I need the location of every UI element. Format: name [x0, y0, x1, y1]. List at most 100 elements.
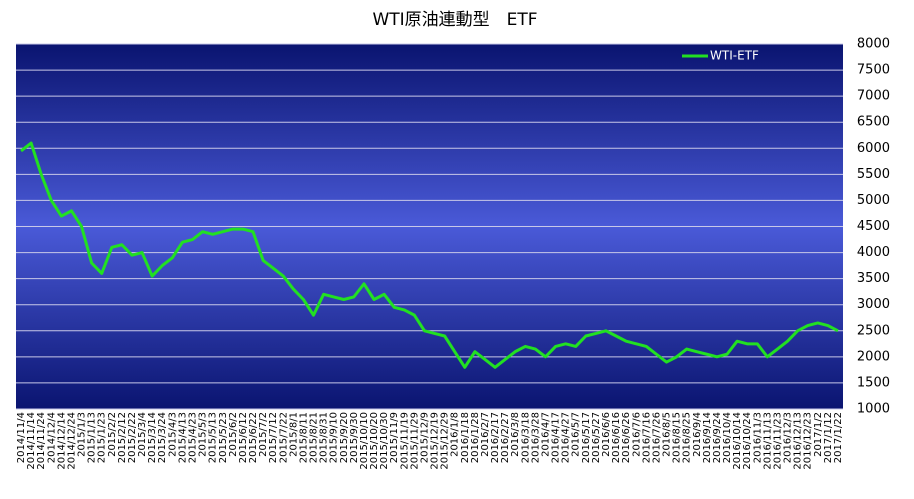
- x-tick-label: 2015/2/12: [117, 412, 128, 463]
- x-tick-label: 2016/12/23: [803, 412, 814, 470]
- x-tick-label: 2015/10/10: [359, 412, 370, 470]
- x-tick-label: 2016/5/17: [581, 412, 592, 463]
- x-tick-label: 2015/10/20: [369, 412, 380, 470]
- y-tick-label: 2500: [857, 323, 890, 338]
- x-tick-label: 2016/6/16: [611, 412, 622, 463]
- x-tick-label: 2015/12/19: [430, 412, 441, 470]
- x-tick-label: 2016/11/3: [752, 412, 763, 463]
- x-tick-label: 2016/10/14: [732, 412, 743, 470]
- x-tick-label: 2015/6/12: [238, 412, 249, 463]
- x-tick-label: 2016/9/4: [692, 412, 703, 457]
- y-tick-label: 5500: [857, 167, 890, 182]
- x-tick-label: 2016/1/28: [470, 412, 481, 463]
- x-tick-label: 2015/5/23: [218, 412, 229, 463]
- x-tick-label: 2016/1/8: [450, 412, 461, 457]
- x-tick-label: 2016/2/27: [500, 412, 511, 463]
- x-tick-label: 2015/4/23: [187, 412, 198, 463]
- x-tick-label: 2016/6/6: [601, 412, 612, 457]
- x-tick-label: 2014/11/24: [36, 412, 47, 470]
- x-tick-label: 2015/3/4: [137, 412, 148, 457]
- x-tick-label: 2015/11/29: [409, 412, 420, 470]
- x-tick-label: 2015/9/10: [329, 412, 340, 463]
- x-tick-label: 2015/12/29: [440, 412, 451, 470]
- x-tick-label: 2015/6/2: [228, 412, 239, 457]
- y-tick-label: 4500: [857, 219, 890, 234]
- x-tick-label: 2015/1/23: [97, 412, 108, 463]
- x-tick-label: 2015/6/22: [248, 412, 259, 463]
- x-tick-label: 2016/2/17: [490, 412, 501, 463]
- x-tick-label: 2016/4/7: [540, 412, 551, 457]
- x-tick-label: 2015/8/31: [319, 412, 330, 463]
- x-tick-label: 2014/12/14: [56, 412, 67, 470]
- y-tick-label: 1500: [857, 375, 890, 390]
- x-tick-label: 2014/12/4: [46, 412, 57, 463]
- x-tick-label: 2015/5/13: [208, 412, 219, 463]
- x-tick-label: 2015/4/13: [177, 412, 188, 463]
- x-tick-label: 2015/2/22: [127, 412, 138, 463]
- x-tick-label: 2016/8/25: [682, 412, 693, 463]
- x-tick-label: 2017/1/12: [823, 412, 834, 463]
- x-tick-label: 2015/8/21: [309, 412, 320, 463]
- x-tick-label: 2016/3/8: [510, 412, 521, 457]
- x-tick-label: 2016/10/4: [722, 412, 733, 463]
- y-tick-label: 8000: [857, 37, 890, 52]
- x-tick-label: 2016/7/6: [631, 412, 642, 457]
- x-tick-label: 2016/4/27: [561, 412, 572, 463]
- x-tick-label: 2016/8/5: [662, 412, 673, 457]
- y-tick-label: 2000: [857, 349, 890, 364]
- x-tick-label: 2015/9/30: [349, 412, 360, 463]
- x-tick-label: 2014/11/4: [16, 412, 27, 463]
- x-tick-label: 2015/4/3: [167, 412, 178, 457]
- y-tick-label: 7000: [857, 89, 890, 104]
- x-tick-label: 2015/3/24: [157, 412, 168, 463]
- x-tick-label: 2016/4/17: [551, 412, 562, 463]
- x-tick-label: 2015/3/14: [147, 412, 158, 463]
- x-tick-label: 2015/7/12: [268, 412, 279, 463]
- y-tick-label: 6000: [857, 141, 890, 156]
- x-tick-label: 2016/1/18: [460, 412, 471, 463]
- x-tick-label: 2015/2/2: [107, 412, 118, 457]
- x-tick-label: 2016/12/13: [793, 412, 804, 470]
- y-tick-label: 6500: [857, 115, 890, 130]
- x-tick-label: 2014/11/14: [26, 412, 37, 470]
- x-tick-label: 2016/6/26: [621, 412, 632, 463]
- y-tick-label: 3500: [857, 271, 890, 286]
- x-tick-label: 2016/12/3: [783, 412, 794, 463]
- x-tick-label: 2016/8/15: [672, 412, 683, 463]
- legend-label: WTI-ETF: [710, 49, 759, 63]
- x-tick-label: 2016/3/18: [520, 412, 531, 463]
- x-tick-label: 2016/7/16: [641, 412, 652, 463]
- x-tick-label: 2015/5/3: [198, 412, 209, 457]
- x-tick-label: 2016/10/24: [742, 412, 753, 470]
- x-tick-label: 2015/1/13: [87, 412, 98, 463]
- x-tick-label: 2015/10/30: [379, 412, 390, 470]
- x-tick-label: 2017/1/2: [813, 412, 824, 457]
- x-tick-label: 2016/11/13: [762, 412, 773, 470]
- x-tick-label: 2016/9/24: [712, 412, 723, 463]
- x-tick-label: 2015/8/1: [288, 412, 299, 457]
- x-tick-label: 2015/9/20: [339, 412, 350, 463]
- x-tick-label: 2015/1/3: [77, 412, 88, 457]
- x-tick-label: 2016/7/26: [651, 412, 662, 463]
- y-tick-label: 5000: [857, 193, 890, 208]
- y-tick-label: 3000: [857, 297, 890, 312]
- x-tick-label: 2016/9/14: [702, 412, 713, 463]
- x-tick-label: 2015/7/22: [278, 412, 289, 463]
- y-tick-label: 7500: [857, 63, 890, 78]
- y-tick-label: 1000: [857, 402, 890, 417]
- x-tick-label: 2016/5/27: [591, 412, 602, 463]
- y-tick-label: 4000: [857, 245, 890, 260]
- x-tick-label: 2015/12/9: [419, 412, 430, 463]
- x-tick-label: 2014/12/24: [66, 412, 77, 470]
- x-tick-label: 2015/11/9: [389, 412, 400, 463]
- x-tick-label: 2016/11/23: [772, 412, 783, 470]
- chart-title: WTI原油連動型 ETF: [372, 10, 537, 30]
- x-tick-label: 2016/3/28: [530, 412, 541, 463]
- x-tick-label: 2015/11/19: [399, 412, 410, 470]
- x-tick-label: 2016/5/7: [571, 412, 582, 457]
- line: [20, 141, 839, 369]
- x-tick-label: 2016/2/7: [480, 412, 491, 457]
- x-tick-label: 2015/7/2: [258, 412, 269, 457]
- x-tick-label: 2017/1/22: [833, 412, 844, 463]
